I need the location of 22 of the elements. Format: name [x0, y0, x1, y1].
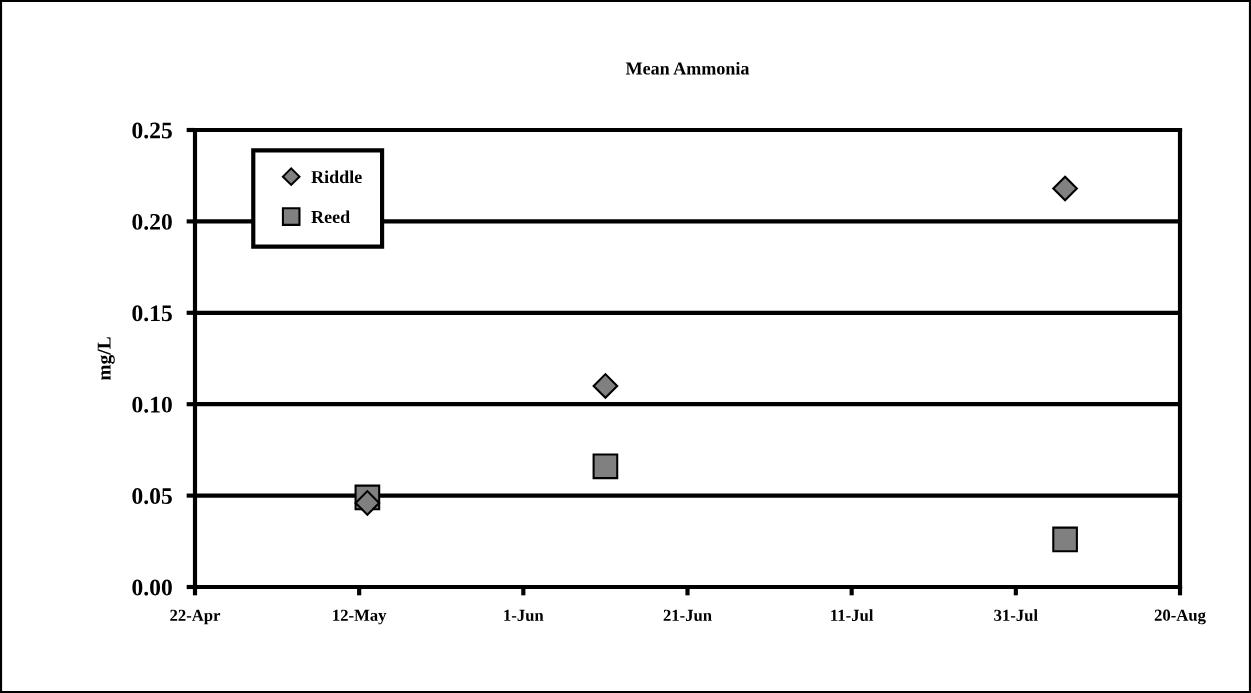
- legend-label: Riddle: [311, 170, 362, 184]
- x-tick-label: 22-Apr: [170, 609, 221, 625]
- x-tick-label: 31-Jul: [994, 609, 1038, 621]
- y-tick-label: 0.20: [132, 213, 172, 230]
- y-tick-label: 0.15: [132, 305, 172, 322]
- point: [1052, 175, 1078, 202]
- x-tick-label: 1-Jun: [504, 609, 544, 621]
- y-axis-title: mg/L: [97, 337, 115, 381]
- point: [592, 453, 619, 480]
- x-tick-label: 12-May: [333, 609, 387, 625]
- y-tick-label: 0.10: [132, 396, 172, 413]
- chart-title: Mean Ammonia: [625, 61, 750, 75]
- point: [354, 490, 381, 516]
- y-tick-label: 0.25: [132, 122, 172, 139]
- point: [592, 373, 619, 399]
- x-tick-label: 11-Jul: [831, 609, 874, 621]
- x-tick-label: 21-Jun: [663, 609, 712, 621]
- y-tick-label: 0.05: [132, 488, 172, 505]
- y-tick-label: 0.00: [132, 579, 172, 596]
- legend-label: Reed: [311, 210, 350, 224]
- point: [1052, 526, 1078, 553]
- x-tick-label: 20-Aug: [1154, 609, 1206, 625]
